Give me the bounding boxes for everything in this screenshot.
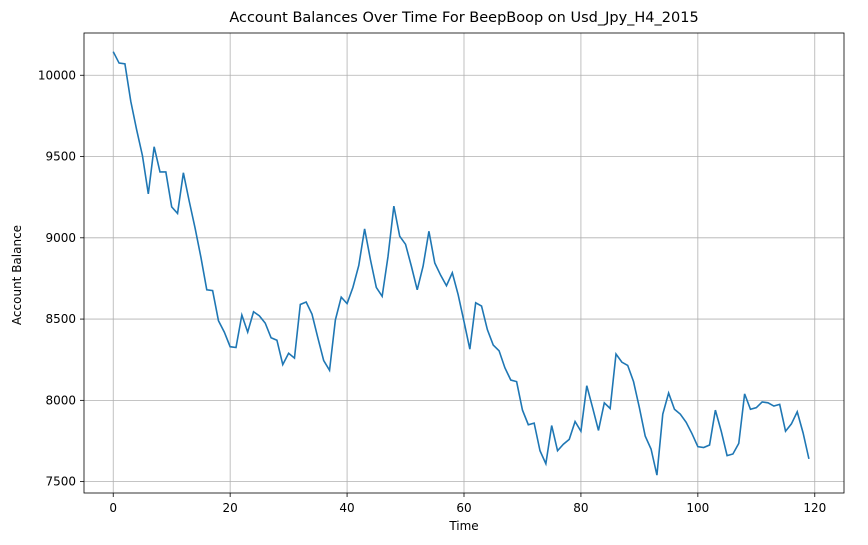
chart-title: Account Balances Over Time For BeepBoop …	[229, 10, 698, 26]
grid	[84, 33, 844, 493]
y-tick-label: 9000	[45, 231, 76, 245]
x-tick-label: 100	[686, 501, 709, 515]
y-tick-label: 7500	[45, 475, 76, 489]
y-tick-label: 9500	[45, 150, 76, 164]
x-tick-label: 20	[223, 501, 238, 515]
x-tick-label: 0	[109, 501, 117, 515]
series-line	[112, 51, 810, 476]
plot-frame	[83, 32, 845, 494]
x-tick-label: 60	[456, 501, 471, 515]
x-tick-label: 120	[803, 501, 826, 515]
x-axis-ticks: 0 20 40 60 80 100 120	[109, 493, 826, 515]
y-axis-ticks: 7500 8000 8500 9000 9500 10000	[38, 68, 84, 489]
y-tick-label: 8000	[45, 393, 76, 407]
x-tick-label: 80	[573, 501, 588, 515]
y-tick-label: 8500	[45, 312, 76, 326]
y-axis-label: Account Balance	[10, 225, 24, 325]
y-tick-label: 10000	[38, 68, 76, 82]
x-axis-label: Time	[448, 519, 478, 533]
x-tick-label: 40	[339, 501, 354, 515]
